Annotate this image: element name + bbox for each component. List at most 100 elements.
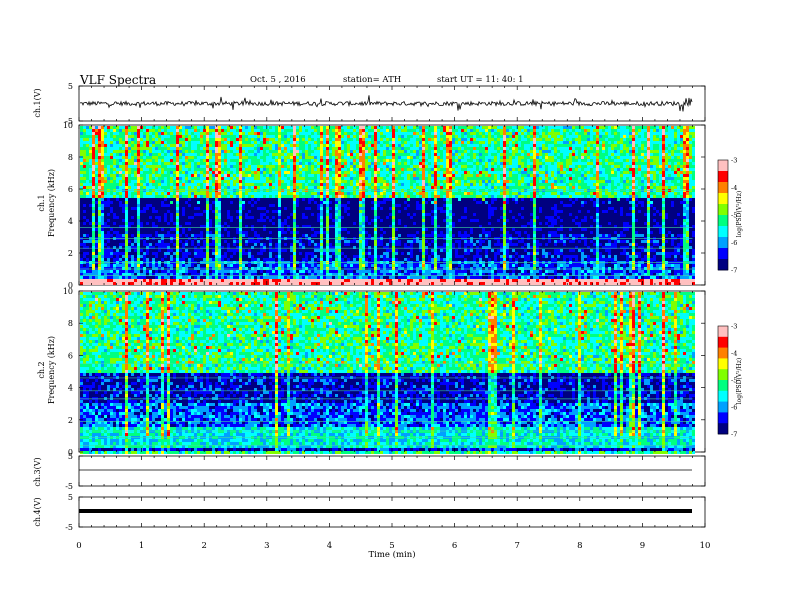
spec1-cell: [272, 180, 275, 183]
spec1-cell: [155, 198, 158, 201]
spec1-cell: [314, 150, 317, 153]
spec1-cell: [152, 144, 155, 147]
spec1-cell: [308, 279, 311, 282]
spec1-cell: [92, 159, 95, 162]
spec1-cell: [302, 132, 305, 135]
spec1-cell: [359, 246, 362, 249]
spec1-cell: [116, 198, 119, 201]
spec1-cell: [116, 228, 119, 231]
spec1-cell: [329, 192, 332, 195]
spec1-cell: [122, 186, 125, 189]
spec1-cell: [263, 279, 266, 282]
spec1-cell: [302, 216, 305, 219]
spec1-cell: [140, 183, 143, 186]
spec1-cell: [107, 165, 110, 168]
spec1-cell: [203, 156, 206, 159]
spec1-cell: [335, 168, 338, 171]
spec1-cell: [92, 138, 95, 141]
spec1-cell: [119, 222, 122, 225]
spec1-cell: [224, 147, 227, 150]
spec1-cell: [92, 216, 95, 219]
spec1-cell: [314, 267, 317, 270]
spec1-cell: [296, 147, 299, 150]
spec1-cell: [308, 165, 311, 168]
spec1-cell: [335, 156, 338, 159]
spec1-cell: [293, 201, 296, 204]
spec1-cell: [311, 174, 314, 177]
spec1-cell: [254, 234, 257, 237]
spec1-cell: [89, 141, 92, 144]
spec1-cell: [83, 222, 86, 225]
spec1-cell: [128, 255, 131, 258]
spec1-cell: [275, 213, 278, 216]
spec1-cell: [308, 204, 311, 207]
spec1-cell: [170, 246, 173, 249]
spec1-cell: [227, 195, 230, 198]
spec1-cell: [215, 279, 218, 282]
spec1-cell: [275, 156, 278, 159]
spec1-cell: [119, 267, 122, 270]
spec1-cell: [359, 264, 362, 267]
spec1-cell: [146, 234, 149, 237]
spec1-cell: [266, 234, 269, 237]
spec1-cell: [284, 192, 287, 195]
spec1-cell: [278, 177, 281, 180]
spec1-cell: [212, 273, 215, 276]
spec1-cell: [284, 210, 287, 213]
spec1-cell: [353, 144, 356, 147]
spec1-cell: [236, 159, 239, 162]
spec1-cell: [158, 192, 161, 195]
spec1-cell: [257, 216, 260, 219]
spec1-cell: [194, 192, 197, 195]
spec1-cell: [308, 195, 311, 198]
spec1-cell: [206, 210, 209, 213]
spec1-cell: [128, 222, 131, 225]
spec1-cell: [275, 246, 278, 249]
spec1-cell: [125, 270, 128, 273]
spec1-cell: [146, 186, 149, 189]
spec1-cell: [89, 270, 92, 273]
spec1-cell: [317, 159, 320, 162]
spec1-cell: [341, 273, 344, 276]
spec1-cell: [305, 192, 308, 195]
spec1-cell: [317, 228, 320, 231]
spec1-cell: [143, 222, 146, 225]
spec1-cell: [89, 153, 92, 156]
spec1-cell: [305, 204, 308, 207]
spec1-cell: [266, 249, 269, 252]
spec1-cell: [104, 204, 107, 207]
spec1-cell: [227, 156, 230, 159]
spec1-cell: [149, 165, 152, 168]
spec1-cell: [185, 171, 188, 174]
spec1-cell: [269, 225, 272, 228]
spec1-cell: [89, 171, 92, 174]
spec1-cell: [230, 183, 233, 186]
spec1-cell: [116, 138, 119, 141]
spec1-cell: [278, 126, 281, 129]
spec1-cell: [293, 249, 296, 252]
spec1-cell: [311, 204, 314, 207]
spec1-cell: [164, 162, 167, 165]
spec1-cell: [218, 276, 221, 279]
spec1-cell: [86, 210, 89, 213]
spec1-cell: [176, 222, 179, 225]
spec1-cell: [137, 222, 140, 225]
spec1-cell: [314, 207, 317, 210]
spec1-cell: [356, 213, 359, 216]
spec1-cell: [248, 240, 251, 243]
spec1-cell: [182, 171, 185, 174]
spec1-cell: [92, 204, 95, 207]
spec1-cell: [302, 195, 305, 198]
spec1-cell: [293, 210, 296, 213]
spec1-cell: [179, 132, 182, 135]
spec1-cell: [194, 180, 197, 183]
spec1-cell: [209, 201, 212, 204]
spec1-cell: [212, 231, 215, 234]
spec1-cell: [86, 228, 89, 231]
spec1-cell: [350, 168, 353, 171]
spec1-cell: [296, 270, 299, 273]
spec1-cell: [119, 144, 122, 147]
spec1-cell: [338, 258, 341, 261]
spec1-cell: [158, 156, 161, 159]
spec1-cell: [254, 192, 257, 195]
